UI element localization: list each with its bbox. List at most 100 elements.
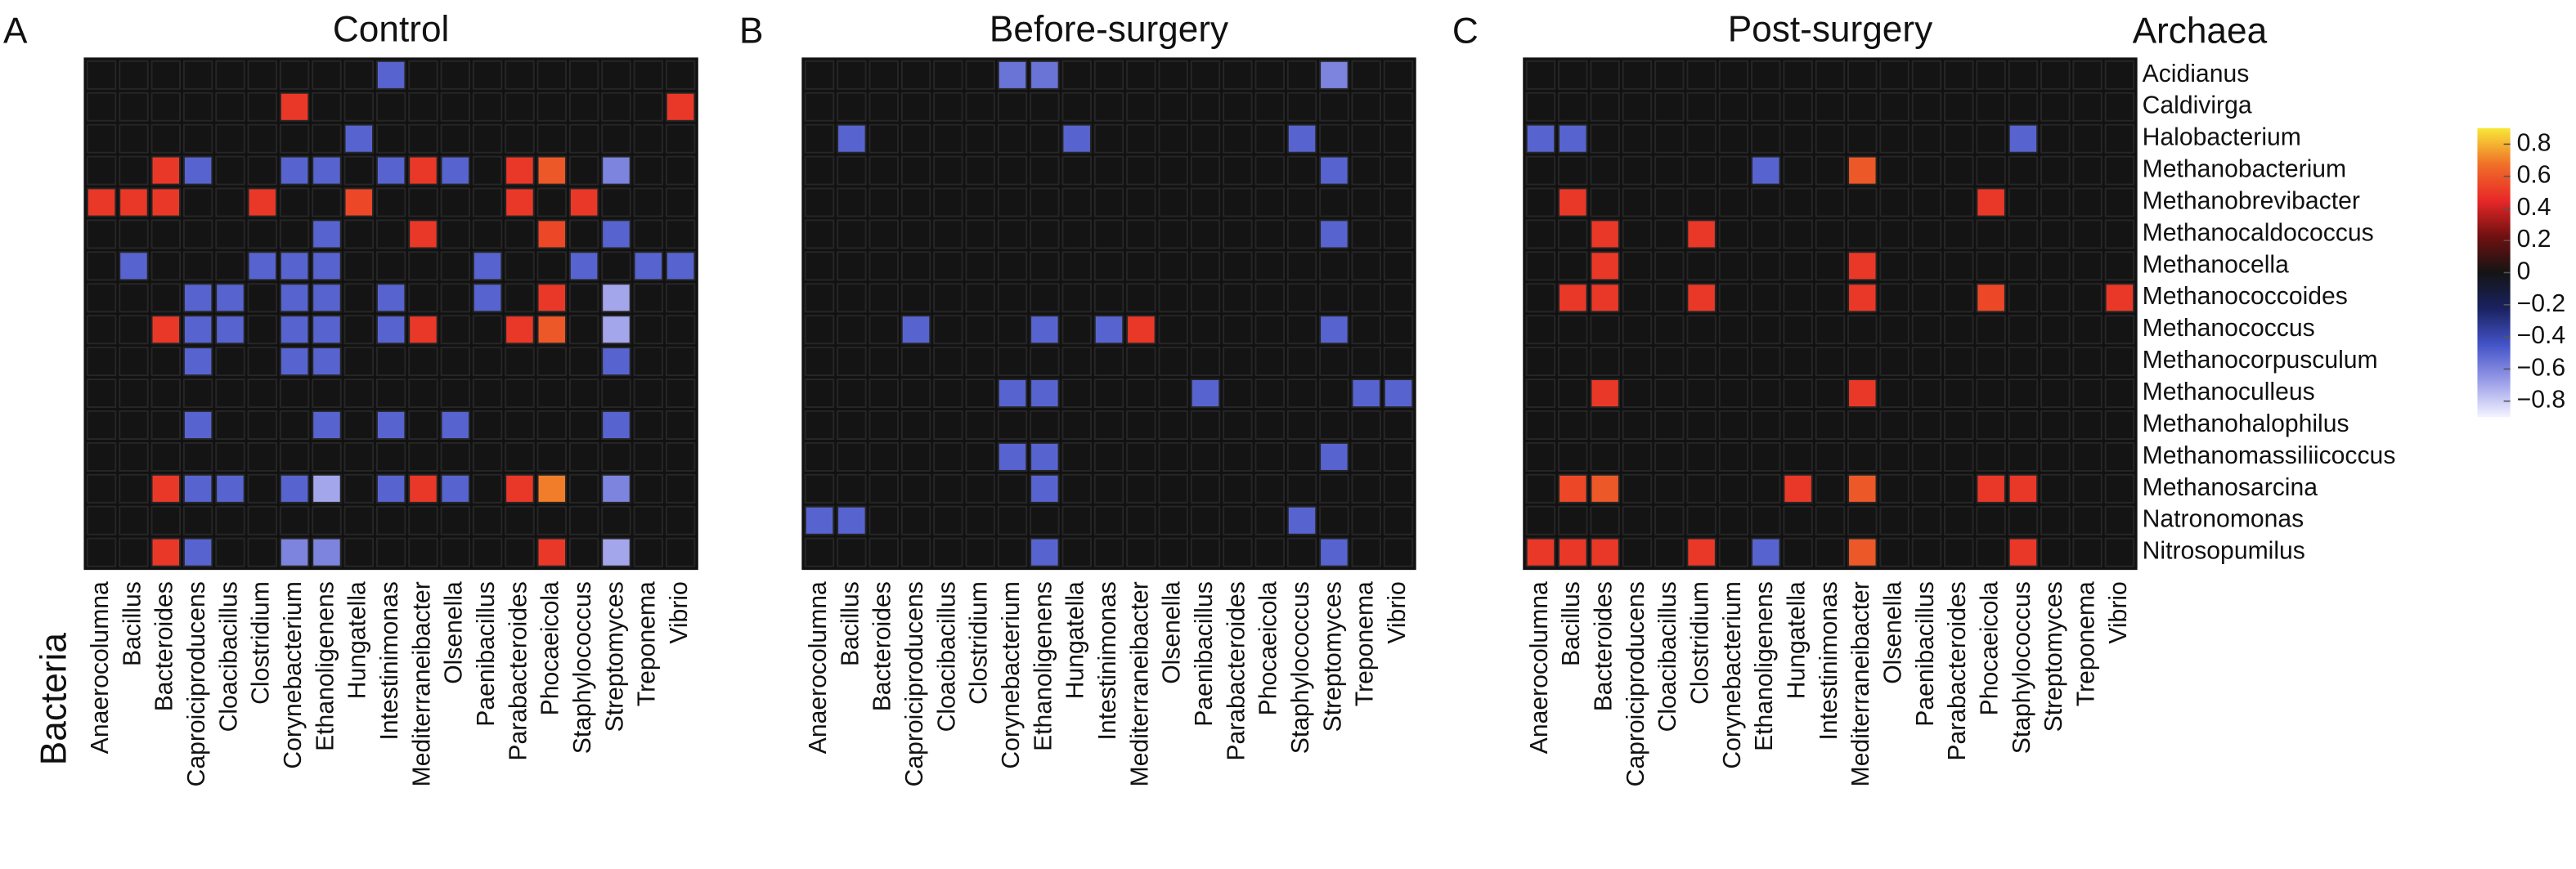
heatmap-cell: [1093, 92, 1124, 122]
heatmap-cell: [1093, 251, 1124, 281]
heatmap-cell: [1622, 505, 1653, 535]
heatmap-cell: [1093, 473, 1124, 504]
heatmap-cell: [868, 60, 899, 90]
heatmap-cell: [375, 537, 406, 567]
heatmap-cell: [1879, 347, 1910, 377]
heatmap-cell: [86, 378, 117, 409]
heatmap-cell: [1158, 123, 1188, 154]
x-tick-label: Ethanoligenens: [312, 581, 339, 751]
heatmap-cell: [1351, 92, 1381, 122]
heatmap-cell: [1061, 315, 1092, 345]
heatmap-cell: [1751, 505, 1781, 535]
heatmap-cell: [1126, 60, 1156, 90]
heatmap-cell: [1815, 92, 1846, 122]
heatmap-cell: [1751, 378, 1781, 409]
heatmap-cell: [2072, 123, 2103, 154]
x-tick-label: Corynebacterium: [1719, 581, 1746, 768]
heatmap-cell: [182, 441, 213, 472]
heatmap-cell: [1654, 537, 1685, 567]
heatmap-cell: [1223, 537, 1253, 567]
heatmap-cell: [1351, 537, 1381, 567]
heatmap-cell: [1976, 123, 2006, 154]
heatmap-cell: [119, 60, 149, 90]
heatmap-cell: [1351, 441, 1381, 472]
heatmap-cell: [408, 505, 438, 535]
heatmap-cell: [1783, 537, 1813, 567]
heatmap-cell: [1879, 473, 1910, 504]
heatmap-cell: [868, 347, 899, 377]
x-tick-label: Parabacteroides: [1223, 581, 1250, 760]
heatmap-cell: [868, 315, 899, 345]
heatmap-cell: [1654, 505, 1685, 535]
heatmap-cell: [150, 537, 182, 567]
heatmap-cell: [933, 441, 963, 472]
heatmap-cell: [1590, 315, 1620, 345]
heatmap-cell: [536, 347, 568, 377]
heatmap-cell: [119, 123, 149, 154]
heatmap-cell: [804, 505, 835, 535]
heatmap-cell: [150, 441, 182, 472]
heatmap-cell: [2104, 473, 2135, 504]
x-tick-label: Staphylococcus: [2008, 581, 2035, 754]
heatmap-cell: [375, 60, 406, 90]
heatmap-cell: [247, 537, 278, 567]
heatmap-cell: [1718, 155, 1749, 186]
x-tick-label: Caproiciproducens: [183, 581, 210, 786]
heatmap-cell: [1093, 378, 1124, 409]
heatmap-cell: [1686, 378, 1717, 409]
heatmap-cell: [837, 60, 867, 90]
heatmap-cell: [568, 505, 599, 535]
heatmap-cell: [1525, 378, 1556, 409]
x-tick-label: Paenibacillus: [1191, 581, 1218, 727]
heatmap-cell: [1061, 378, 1092, 409]
heatmap-cell: [440, 92, 471, 122]
heatmap-cell: [1815, 283, 1846, 313]
heatmap-cell: [1126, 473, 1156, 504]
heatmap-cell: [837, 347, 867, 377]
heatmap-cell: [1911, 473, 1942, 504]
heatmap-cell: [665, 315, 696, 345]
heatmap-cell: [1718, 505, 1749, 535]
heatmap-cell: [1061, 441, 1092, 472]
heatmap-cell: [868, 378, 899, 409]
heatmap-cell: [1254, 378, 1285, 409]
heatmap-cell: [1351, 123, 1381, 154]
heatmap-cell: [1383, 473, 1414, 504]
heatmap-cell: [119, 378, 149, 409]
heatmap-cell: [1093, 505, 1124, 535]
heatmap-cell: [1126, 441, 1156, 472]
heatmap-cell: [1558, 155, 1588, 186]
heatmap-cell: [1525, 60, 1556, 90]
heatmap-cell: [505, 187, 535, 217]
heatmap-cell: [997, 505, 1028, 535]
heatmap-cell: [375, 378, 406, 409]
heatmap-cell: [1383, 410, 1414, 441]
heatmap-cell: [1383, 155, 1414, 186]
heatmap-cell: [997, 123, 1028, 154]
heatmap-cell: [1815, 410, 1846, 441]
heatmap-cell: [965, 187, 995, 217]
heatmap-cell: [1622, 155, 1653, 186]
heatmap-cell: [2008, 283, 2039, 313]
heatmap-cell: [472, 378, 503, 409]
heatmap-cell: [933, 410, 963, 441]
heatmap-cell: [279, 315, 310, 345]
panel-title: Control: [333, 9, 449, 49]
heatmap-cell: [1686, 315, 1717, 345]
heatmap-cell: [933, 378, 963, 409]
heatmap-cell: [1783, 410, 1813, 441]
heatmap-cell: [1286, 60, 1317, 90]
heatmap-cell: [1126, 315, 1156, 345]
heatmap-cell: [343, 315, 375, 345]
heatmap-cell: [2040, 347, 2071, 377]
heatmap-cell: [1751, 473, 1781, 504]
heatmap-cell: [1654, 219, 1685, 249]
heatmap-cell: [837, 315, 867, 345]
heatmap-cell: [1718, 315, 1749, 345]
heatmap-cell: [965, 410, 995, 441]
heatmap-cell: [2040, 92, 2071, 122]
x-tick-label: Clostridium: [1687, 581, 1714, 705]
heatmap-cell: [1751, 187, 1781, 217]
heatmap-cell: [247, 410, 278, 441]
heatmap-cell: [665, 283, 696, 313]
